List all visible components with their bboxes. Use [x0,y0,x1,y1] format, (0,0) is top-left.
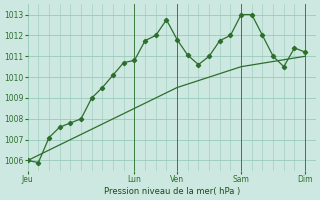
X-axis label: Pression niveau de la mer( hPa ): Pression niveau de la mer( hPa ) [104,187,240,196]
